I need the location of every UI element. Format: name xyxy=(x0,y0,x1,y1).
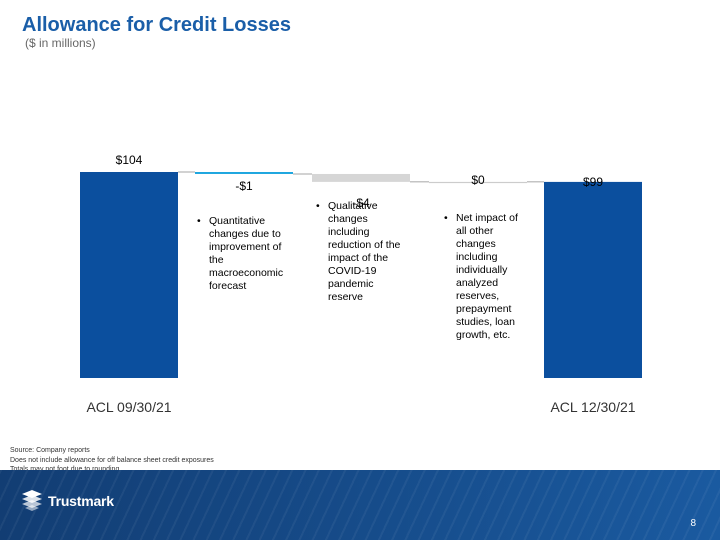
footnote-exposures: Does not include allowance for off balan… xyxy=(10,456,214,464)
bar-1 xyxy=(195,172,293,174)
trustmark-logo-icon xyxy=(20,490,44,512)
data-label-1: -$1 xyxy=(235,179,253,193)
note-quantitative: Quantitative changes due to improvement … xyxy=(196,215,294,293)
bar-0 xyxy=(80,172,178,378)
note-quantitative-text: Quantitative changes due to improvement … xyxy=(196,215,294,293)
brand-name: Trustmark xyxy=(48,493,114,509)
data-label-0: $104 xyxy=(116,153,143,167)
page-number: 8 xyxy=(690,518,696,529)
footnotes: Source: Company reports Does not include… xyxy=(10,446,214,475)
note-qualitative-text: Qualitative changes including reduction … xyxy=(315,200,407,304)
data-label-3: $0 xyxy=(471,173,485,187)
data-label-4: $99 xyxy=(583,175,603,189)
note-other: Net impact of all other changes includin… xyxy=(443,212,531,342)
footer-bar: Trustmark 8 xyxy=(0,470,720,540)
page-subtitle: ($ in millions) xyxy=(25,36,96,50)
note-qualitative: Qualitative changes including reduction … xyxy=(315,200,407,304)
category-label-0: ACL 09/30/21 xyxy=(86,399,171,415)
footnote-rounding: Totals may not foot due to rounding xyxy=(10,465,214,475)
footer-pattern xyxy=(0,470,720,540)
brand-logo: Trustmark xyxy=(20,490,114,512)
bar-4 xyxy=(544,181,642,378)
note-other-text: Net impact of all other changes includin… xyxy=(443,212,531,342)
bar-3 xyxy=(429,181,527,184)
bar-2 xyxy=(312,173,410,182)
category-label-4: ACL 12/30/21 xyxy=(550,399,635,415)
footnote-source: Source: Company reports xyxy=(10,447,90,454)
page-title: Allowance for Credit Losses xyxy=(22,14,291,36)
